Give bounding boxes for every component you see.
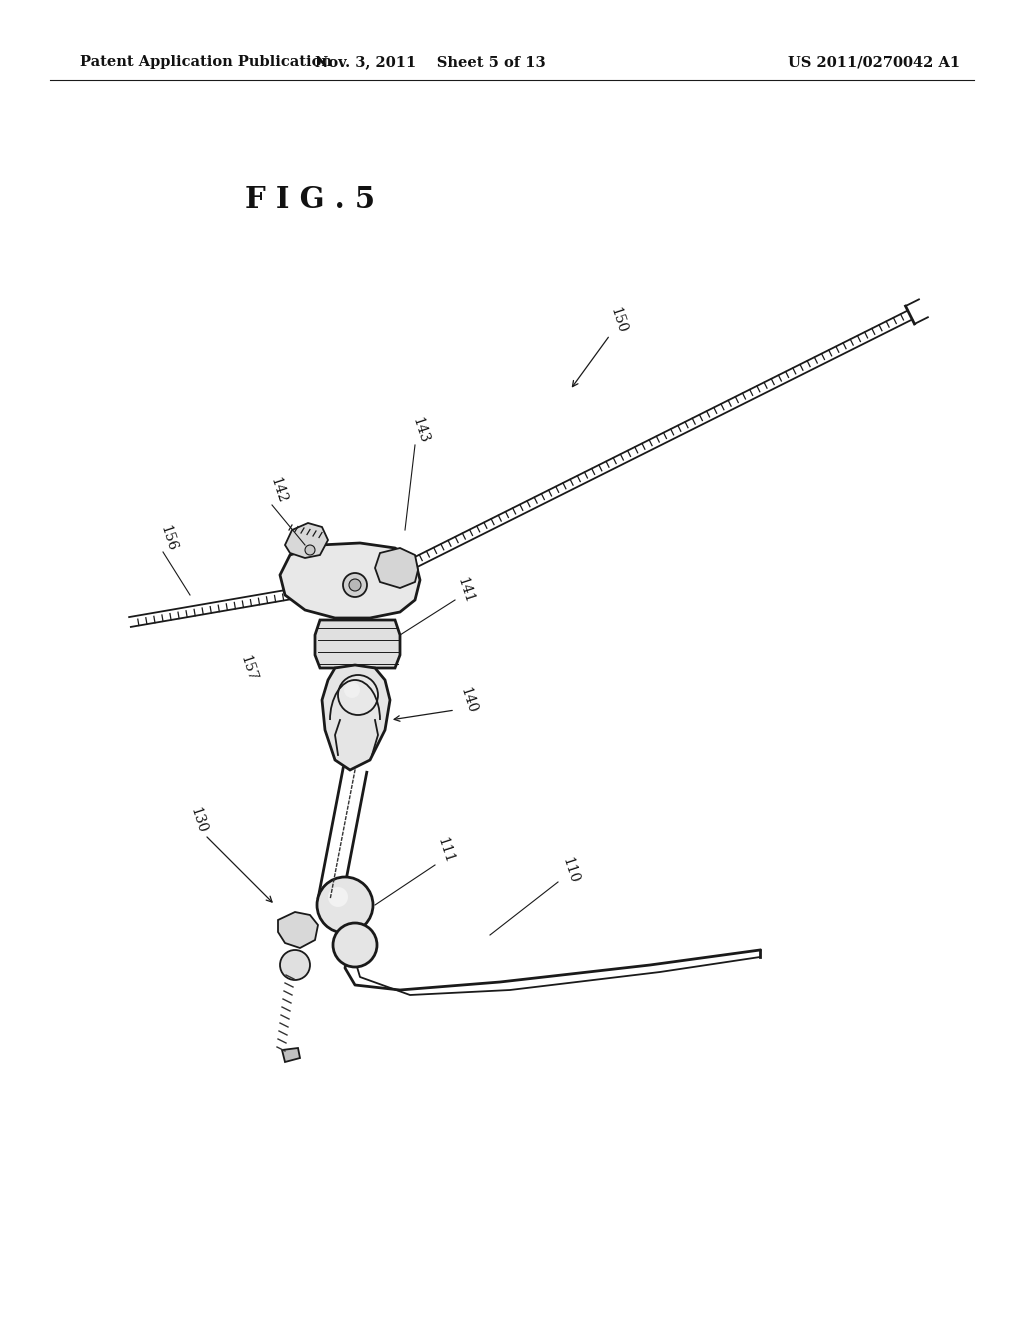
- Circle shape: [338, 675, 378, 715]
- Circle shape: [280, 950, 310, 979]
- Text: F I G . 5: F I G . 5: [245, 186, 375, 214]
- Text: 150: 150: [607, 305, 629, 335]
- Text: Patent Application Publication: Patent Application Publication: [80, 55, 332, 69]
- Polygon shape: [285, 523, 328, 558]
- Text: 110: 110: [559, 855, 581, 884]
- Polygon shape: [280, 543, 420, 618]
- Text: 156: 156: [158, 523, 179, 553]
- Text: US 2011/0270042 A1: US 2011/0270042 A1: [787, 55, 961, 69]
- Text: 141: 141: [455, 576, 476, 605]
- Text: 157: 157: [238, 653, 259, 682]
- Text: 111: 111: [434, 836, 456, 865]
- Text: 142: 142: [267, 475, 289, 504]
- Circle shape: [344, 682, 360, 698]
- Circle shape: [333, 923, 377, 968]
- Text: Nov. 3, 2011    Sheet 5 of 13: Nov. 3, 2011 Sheet 5 of 13: [314, 55, 546, 69]
- Polygon shape: [322, 665, 390, 770]
- Text: 130: 130: [187, 805, 209, 834]
- Polygon shape: [315, 620, 400, 668]
- Circle shape: [305, 545, 315, 554]
- Circle shape: [328, 887, 348, 907]
- Polygon shape: [278, 912, 318, 948]
- Text: 140: 140: [458, 685, 479, 714]
- Polygon shape: [375, 548, 418, 587]
- Polygon shape: [282, 1048, 300, 1063]
- Text: 143: 143: [410, 416, 431, 445]
- Circle shape: [349, 579, 361, 591]
- Circle shape: [343, 573, 367, 597]
- Circle shape: [317, 876, 373, 933]
